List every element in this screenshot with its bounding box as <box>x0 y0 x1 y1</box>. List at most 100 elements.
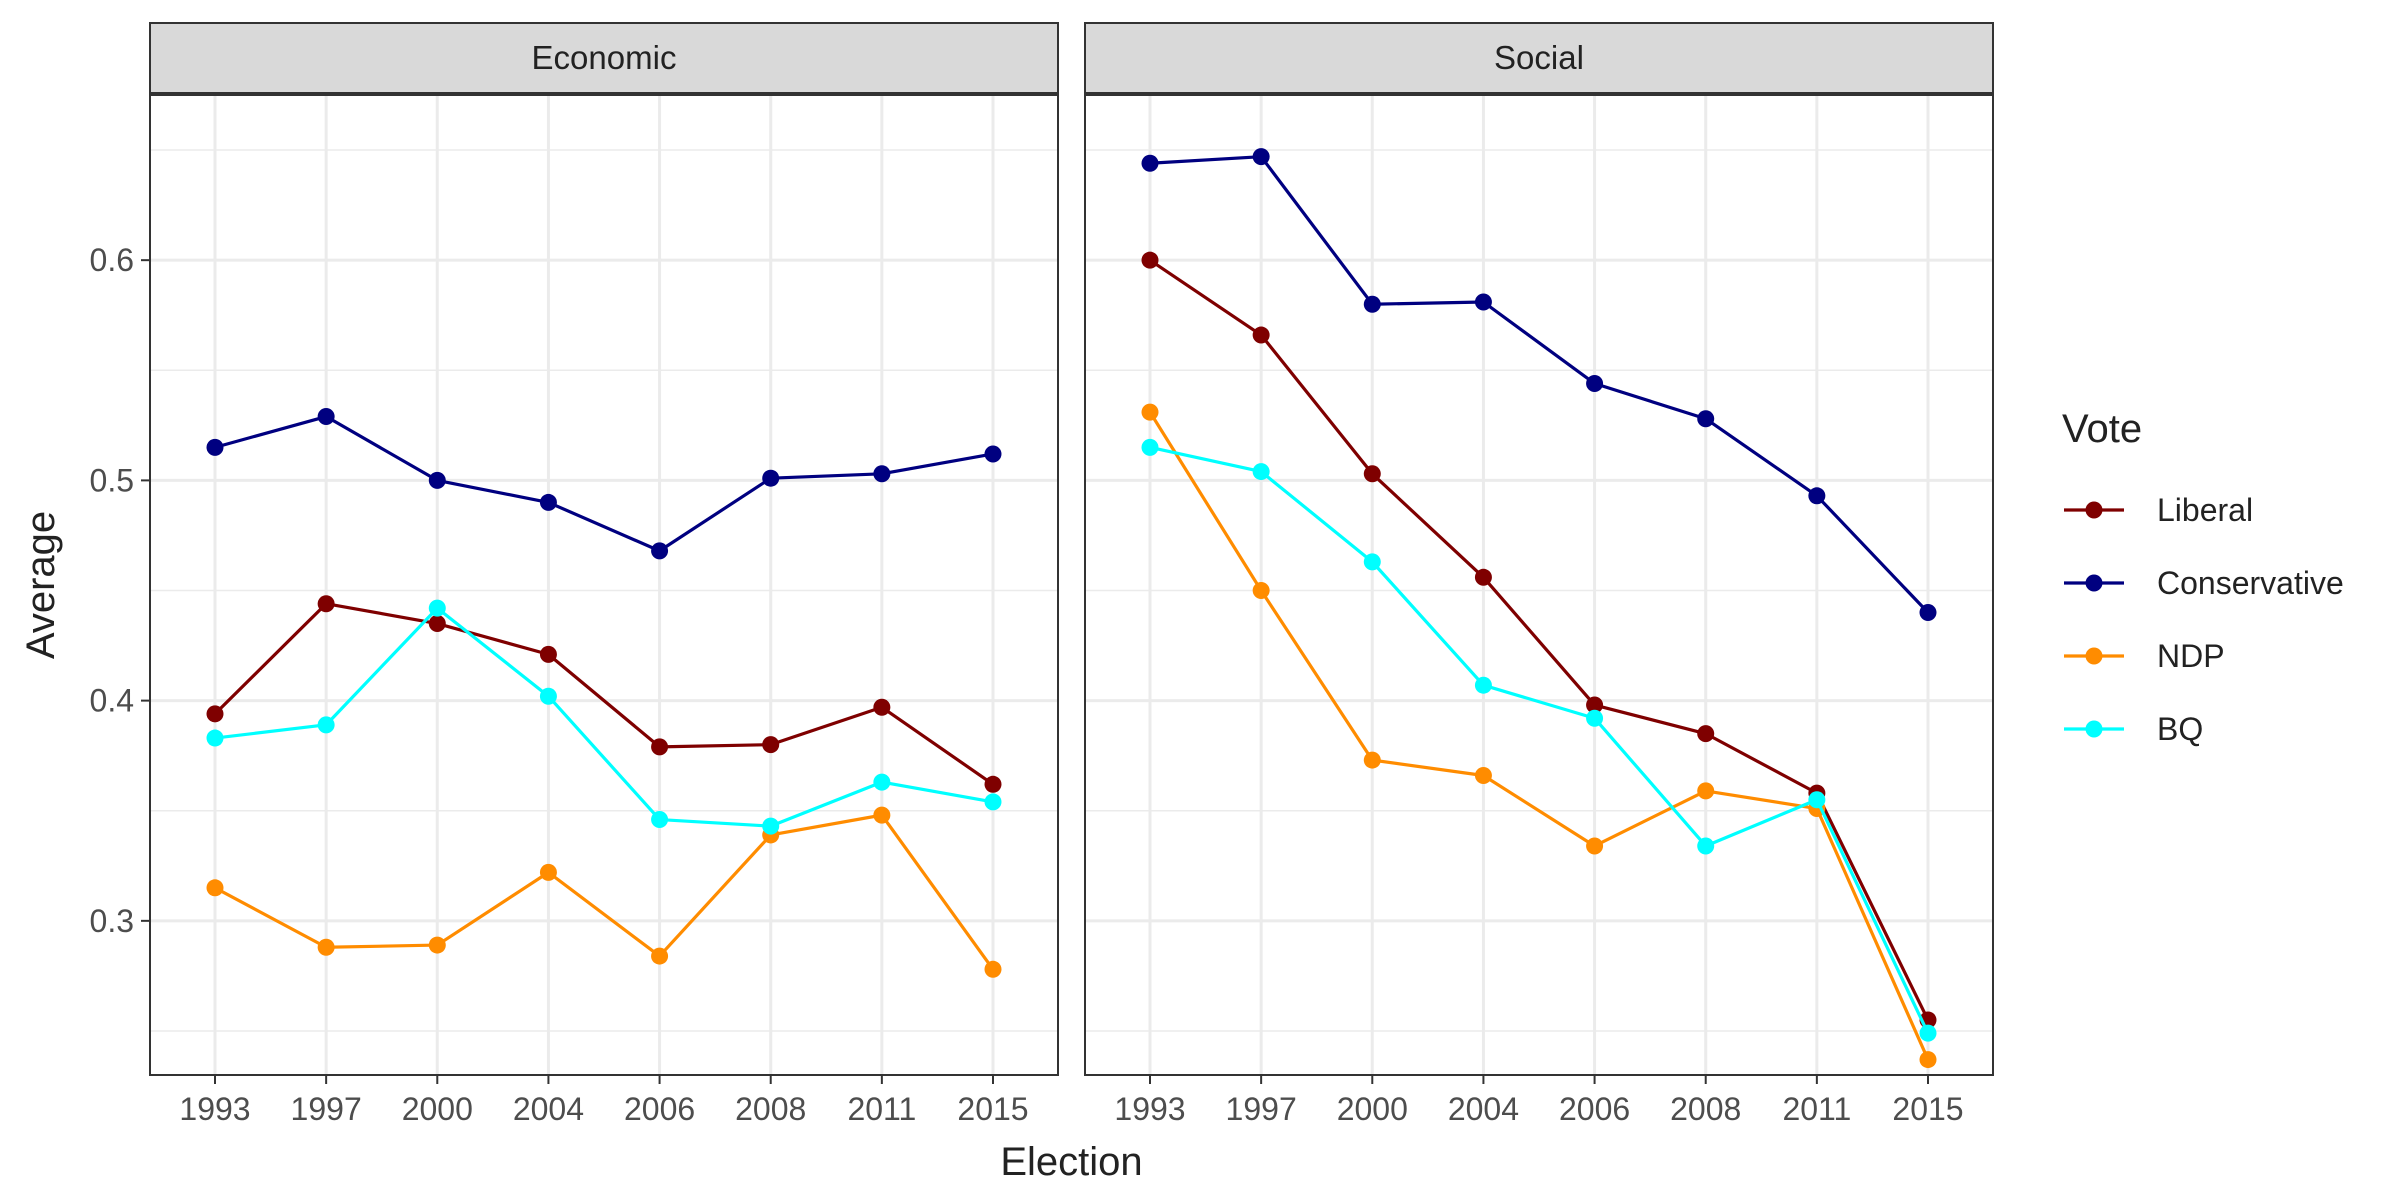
data-point-conservative <box>1252 148 1270 166</box>
y-tick-label: 0.4 <box>90 683 134 719</box>
x-tick-label: 2008 <box>735 1091 806 1127</box>
legend-key-point-liberal <box>2085 501 2103 519</box>
data-point-bq <box>651 811 669 829</box>
data-point-conservative <box>1474 293 1492 311</box>
data-point-liberal <box>762 736 780 754</box>
series-line-ndp <box>214 813 995 971</box>
data-point-bq <box>1808 791 1826 809</box>
data-point-bq <box>762 817 780 835</box>
series-line-bq <box>214 606 994 828</box>
legend-label-conservative: Conservative <box>2157 565 2344 601</box>
data-point-liberal <box>539 645 557 663</box>
data-point-conservative <box>873 465 891 483</box>
legend-label-liberal: Liberal <box>2157 492 2253 528</box>
legend-title: Vote <box>2062 407 2142 451</box>
x-tick-label: 2015 <box>957 1091 1028 1127</box>
data-point-ndp <box>1586 837 1604 855</box>
data-point-bq <box>428 599 446 617</box>
x-tick-label: 1997 <box>1226 1091 1297 1127</box>
x-tick-label: 2011 <box>1782 1091 1851 1127</box>
data-point-bq <box>873 773 891 791</box>
data-point-bq <box>1363 553 1381 571</box>
x-tick-label: 2004 <box>513 1091 584 1127</box>
data-point-liberal <box>1474 568 1492 586</box>
data-point-conservative <box>1697 410 1715 428</box>
y-axis-title: Average <box>19 511 63 659</box>
data-point-conservative <box>1586 374 1604 392</box>
x-tick-label: 1997 <box>291 1091 362 1127</box>
x-tick-label: 2004 <box>1448 1091 1519 1127</box>
data-point-conservative <box>762 469 780 487</box>
x-tick-label: 2011 <box>847 1091 916 1127</box>
panel-border <box>149 94 1059 1076</box>
x-tick-label: 2008 <box>1670 1091 1741 1127</box>
data-point-ndp <box>1252 582 1270 600</box>
data-point-liberal <box>317 595 335 613</box>
data-point-ndp <box>539 863 557 881</box>
legend-label-bq: BQ <box>2157 711 2203 747</box>
data-point-liberal <box>1586 696 1604 714</box>
data-point-conservative <box>1808 487 1826 505</box>
data-point-bq <box>1697 837 1715 855</box>
data-point-liberal <box>428 615 446 633</box>
data-point-ndp <box>873 806 891 824</box>
data-point-ndp <box>1363 751 1381 769</box>
data-point-bq <box>1141 438 1159 456</box>
data-point-liberal <box>651 738 669 756</box>
series-line-conservative <box>214 414 994 553</box>
plot-panel <box>1085 95 1993 1075</box>
data-point-liberal <box>873 698 891 716</box>
series-line-bq <box>1149 445 1930 1034</box>
data-point-bq <box>1586 709 1604 727</box>
legend-key-point-bq <box>2085 720 2103 738</box>
y-tick-label: 0.3 <box>90 903 134 939</box>
data-point-liberal <box>1252 326 1270 344</box>
series-line-ndp <box>1148 411 1930 1061</box>
data-point-bq <box>539 687 557 705</box>
x-tick-label: 2006 <box>1559 1091 1630 1127</box>
series-line-liberal <box>213 602 994 786</box>
data-point-liberal <box>1697 725 1715 743</box>
x-tick-label: 2006 <box>624 1091 695 1127</box>
x-tick-label: 1993 <box>1114 1091 1185 1127</box>
legend-label-ndp: NDP <box>2157 638 2225 674</box>
data-point-conservative <box>317 408 335 426</box>
data-point-bq <box>984 793 1002 811</box>
data-point-liberal <box>1141 251 1159 269</box>
y-tick-label: 0.5 <box>90 462 134 498</box>
data-point-ndp <box>984 960 1002 978</box>
y-tick-label: 0.6 <box>90 242 134 278</box>
series-line-conservative <box>1149 155 1930 614</box>
x-tick-label: 2000 <box>1337 1091 1408 1127</box>
data-point-ndp <box>651 947 669 965</box>
data-point-liberal <box>1363 465 1381 483</box>
data-point-conservative <box>651 542 669 560</box>
data-point-ndp <box>1474 766 1492 784</box>
data-point-bq <box>1252 463 1270 481</box>
data-point-conservative <box>206 438 224 456</box>
data-point-ndp <box>1919 1051 1937 1069</box>
data-point-liberal <box>206 705 224 723</box>
x-tick-label: 2015 <box>1892 1091 1963 1127</box>
x-tick-label: 1993 <box>179 1091 250 1127</box>
data-point-ndp <box>206 879 224 897</box>
legend-key-point-conservative <box>2085 574 2103 592</box>
data-point-bq <box>206 729 224 747</box>
panel-border <box>1084 94 1994 1076</box>
plot-panel <box>150 95 1058 1075</box>
facet-title: Social <box>1494 39 1584 76</box>
data-point-conservative <box>539 493 557 511</box>
data-point-bq <box>317 716 335 734</box>
data-point-ndp <box>1141 403 1159 421</box>
x-tick-label: 2000 <box>402 1091 473 1127</box>
facet-strip <box>149 22 1059 94</box>
facet-title: Economic <box>532 39 677 76</box>
data-point-ndp <box>428 936 446 954</box>
data-point-conservative <box>428 471 446 489</box>
data-point-liberal <box>984 775 1002 793</box>
facet-strip <box>1084 22 1994 94</box>
data-point-bq <box>1919 1024 1937 1042</box>
x-axis-title: Election <box>1000 1140 1142 1184</box>
data-point-conservative <box>984 445 1002 463</box>
